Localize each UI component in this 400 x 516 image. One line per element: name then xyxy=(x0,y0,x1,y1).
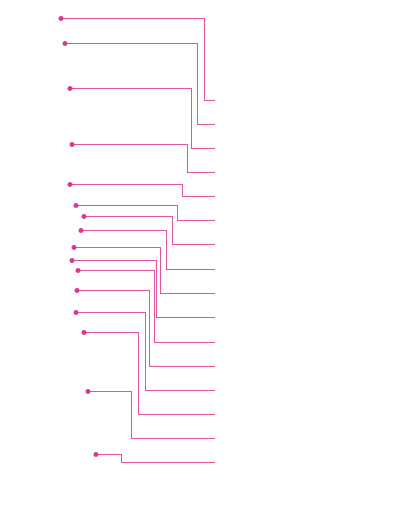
anchor-dot xyxy=(67,182,73,187)
anchor-dot xyxy=(74,288,80,293)
leader-line xyxy=(84,332,215,415)
anchor-dot xyxy=(69,258,75,263)
leader-lines xyxy=(61,18,215,463)
anchor-dot xyxy=(62,41,68,46)
anchor-dots xyxy=(58,16,99,457)
anchor-dot xyxy=(73,310,79,315)
leader-line xyxy=(84,216,215,245)
anchor-dot xyxy=(69,142,75,147)
leader-line xyxy=(96,454,215,463)
anchor-dot xyxy=(85,389,91,394)
leader-line xyxy=(61,18,215,101)
leader-line xyxy=(77,290,215,367)
leader-line xyxy=(76,312,215,391)
anchor-dot xyxy=(73,203,79,208)
anchor-dot xyxy=(75,268,81,273)
leader-line xyxy=(70,184,215,197)
anchor-dot xyxy=(81,330,87,335)
leader-line xyxy=(65,43,215,125)
leader-line xyxy=(81,230,215,270)
leader-line xyxy=(78,270,215,343)
anchor-dot xyxy=(78,228,84,233)
leader-line xyxy=(88,391,215,439)
leader-line xyxy=(72,144,215,173)
anchor-dot xyxy=(67,86,73,91)
anchor-dot xyxy=(93,452,99,457)
leader-line xyxy=(76,205,215,221)
anchor-dot xyxy=(81,214,87,219)
leader-line xyxy=(72,260,215,318)
anchor-dot xyxy=(71,245,77,250)
leader-line xyxy=(74,247,215,294)
leader-line xyxy=(70,88,215,149)
anchor-dot xyxy=(58,16,64,21)
